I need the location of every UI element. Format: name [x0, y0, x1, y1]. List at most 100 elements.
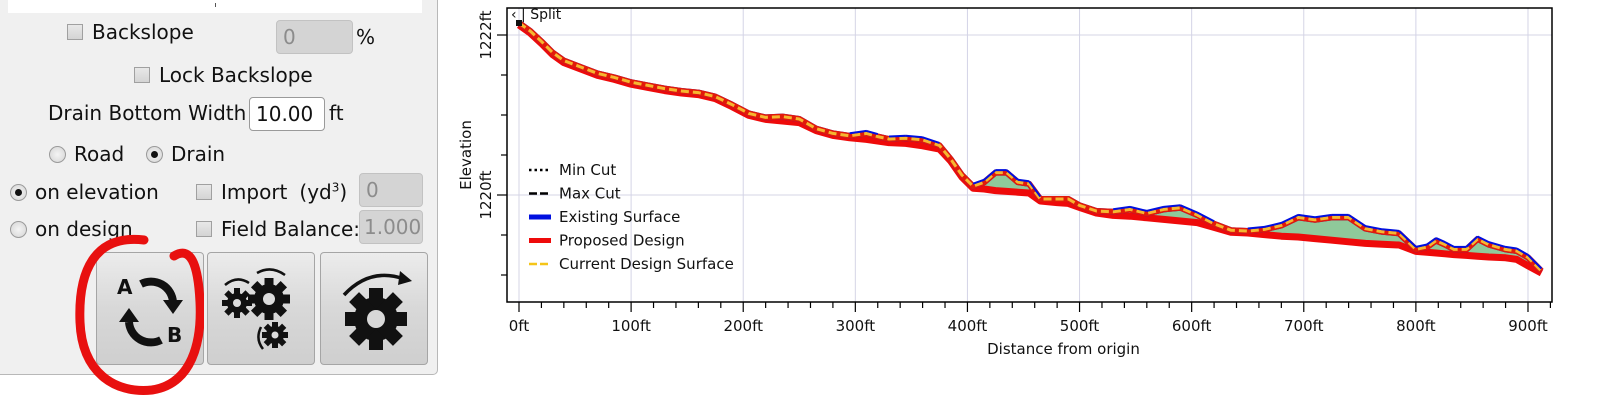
drain-bottom-width-input[interactable]: 10.00: [249, 97, 325, 131]
gear-rotate-button[interactable]: [320, 252, 428, 365]
series-lines: [516, 20, 1544, 277]
swap-a-b-button[interactable]: A B: [96, 252, 204, 365]
top-control-strip: [8, 0, 422, 13]
on-design-label: on design: [35, 217, 133, 241]
split-label: ‹ | Split: [511, 7, 562, 23]
existing-surface-edge: [1196, 211, 1215, 223]
x-tick-label: 600ft: [1172, 317, 1212, 335]
existing-surface-edge: [1477, 235, 1490, 243]
import-unit-sup: 3: [331, 180, 340, 195]
legend-label: Proposed Design: [559, 232, 685, 250]
lock-backslope-label: Lock Backslope: [159, 63, 313, 87]
lock-backslope-checkbox[interactable]: [134, 67, 150, 83]
backslope-label: Backslope: [92, 20, 194, 44]
field-balance-label: Field Balance:: [221, 217, 361, 241]
legend: Min Cut Max Cut Existing Surface Proposed D…: [529, 161, 734, 273]
y-tick-label: 1222ft: [477, 10, 495, 59]
axis-ticks: [497, 34, 1552, 312]
x-tick-label: 100ft: [611, 317, 651, 335]
svg-text:B: B: [167, 323, 182, 347]
existing-surface-edge: [866, 129, 879, 136]
backslope-checkbox[interactable]: [67, 24, 83, 40]
existing-surface-edge: [1006, 169, 1019, 181]
existing-surface-edge: [1348, 214, 1366, 227]
elevation-profile-chart: 0ft 100ft 200ft 300ft 400ft 500ft 600ft 700ft 80…: [440, 0, 1600, 402]
swap-a-b-icon: A B: [117, 275, 183, 347]
existing-surface-edge: [1435, 237, 1446, 244]
split-marker: [516, 20, 522, 26]
existing-surface-edge: [983, 169, 997, 181]
cut-area: [519, 23, 1542, 271]
existing-surface-edge: [1146, 205, 1164, 212]
existing-surface-edge: [1505, 245, 1517, 250]
existing-surface-edge: [1163, 204, 1181, 208]
x-tick-label: 500ft: [1060, 317, 1100, 335]
existing-surface-edge: [1028, 180, 1042, 198]
y-tick-label: 1220ft: [477, 170, 495, 219]
x-tick-label: 400ft: [948, 317, 988, 335]
legend-label: Existing Surface: [559, 208, 680, 226]
legend-label: Max Cut: [559, 185, 621, 203]
import-row: Import (yd3): [196, 180, 347, 204]
backslope-unit: %: [356, 25, 376, 49]
existing-surface-edge: [972, 178, 985, 185]
import-input[interactable]: 0: [359, 173, 423, 207]
existing-surface-edge: [1426, 237, 1437, 246]
existing-surface-edge: [888, 134, 906, 138]
existing-surface-edge: [1516, 247, 1529, 256]
x-tick-label: 300ft: [836, 317, 876, 335]
existing-surface-edge: [1398, 230, 1417, 248]
existing-surface-edge: [1465, 235, 1479, 248]
existing-surface-edge: [922, 136, 940, 144]
drain-bottom-width-label: Drain Bottom Width: [48, 101, 247, 125]
existing-surface-edge: [1264, 221, 1282, 228]
existing-surface-edge: [1527, 254, 1543, 270]
field-balance-checkbox[interactable]: [196, 221, 212, 237]
existing-surface-edge: [1444, 241, 1455, 248]
existing-surface-edge: [1113, 205, 1131, 211]
mode-drain-option[interactable]: Drain: [146, 142, 225, 166]
drain-bottom-width-unit: ft: [329, 101, 344, 125]
existing-surface-edge: [1180, 204, 1198, 214]
gear-rotate-icon: [342, 270, 412, 350]
backslope-row: Backslope: [67, 20, 194, 44]
drain-radio[interactable]: [146, 145, 163, 163]
existing-surface-edge: [1415, 243, 1428, 248]
settings-panel: Backslope 0 % Lock Backslope Drain Botto…: [0, 0, 438, 375]
existing-surface-edge: [1129, 205, 1148, 212]
chart-canvas: 0ft 100ft 200ft 300ft 400ft 500ft 600ft 700ft 80…: [457, 7, 1553, 358]
road-label: Road: [74, 142, 125, 166]
existing-surface-edge: [849, 129, 867, 135]
gears-rotate-icon: [222, 267, 290, 350]
import-unit-suffix: ): [339, 180, 348, 204]
field-balance-row: Field Balance:: [196, 217, 360, 241]
mode-road-option[interactable]: Road: [49, 142, 124, 166]
backslope-input[interactable]: 0: [276, 20, 353, 54]
road-radio[interactable]: [49, 145, 66, 163]
import-unit: (yd3): [299, 180, 347, 204]
existing-surface-edge: [1382, 228, 1400, 232]
field-balance-input[interactable]: 1.000: [359, 210, 423, 244]
x-tick-label: 800ft: [1396, 317, 1436, 335]
x-tick-label: 0ft: [509, 317, 530, 335]
on-design-radio[interactable]: [10, 220, 27, 238]
on-elevation-option[interactable]: on elevation: [10, 180, 159, 204]
existing-surface-edge: [1365, 225, 1383, 231]
x-tick-label: 900ft: [1508, 317, 1548, 335]
x-tick-label: 700ft: [1284, 317, 1324, 335]
existing-surface-edge: [1017, 178, 1030, 183]
existing-surface-edge: [1314, 213, 1332, 219]
import-checkbox[interactable]: [196, 184, 212, 200]
legend-label: Current Design Surface: [559, 255, 734, 273]
y-axis-title: Elevation: [457, 120, 475, 190]
on-elevation-radio[interactable]: [10, 183, 27, 201]
legend-label: Min Cut: [559, 161, 616, 179]
x-tick-label: 200ft: [723, 317, 763, 335]
existing-surface-edge: [905, 134, 923, 139]
multi-gear-rotate-button[interactable]: [207, 252, 315, 365]
import-label: Import: [221, 180, 288, 204]
existing-surface-edge: [1298, 213, 1316, 219]
existing-surface-edge: [1280, 213, 1299, 224]
on-design-option[interactable]: on design: [10, 217, 133, 241]
current-design-surface-line: [518, 21, 1543, 273]
